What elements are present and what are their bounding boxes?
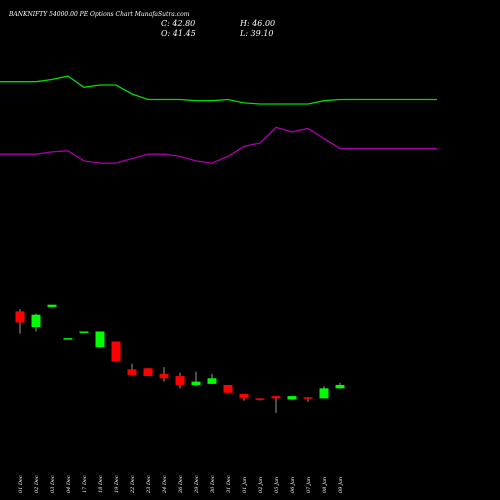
bearish-candle — [15, 311, 25, 323]
bearish-candle — [143, 368, 153, 377]
x-tick-label: 01 Jan — [242, 477, 248, 493]
bearish-candle — [127, 369, 137, 375]
bearish-candle — [303, 397, 313, 399]
x-tick-label: 29 Dec — [194, 475, 200, 494]
bullish-candle — [47, 304, 57, 307]
x-tick-label: 24 Dec — [162, 475, 168, 494]
bearish-candle — [255, 398, 265, 400]
x-tick-label: 05 Jan — [274, 477, 280, 493]
x-tick-label: 09 Jan — [338, 477, 344, 493]
bearish-candle — [271, 396, 281, 399]
bearish-candle — [239, 393, 249, 399]
x-tick-label: 01 Dec — [18, 475, 24, 493]
x-tick-label: 17 Dec — [82, 475, 88, 493]
x-tick-label: 06 Jan — [290, 477, 296, 493]
x-tick-label: 18 Dec — [98, 475, 104, 493]
bullish-candle — [63, 338, 73, 340]
x-tick-label: 22 Dec — [130, 475, 136, 494]
x-tick-label: 30 Dec — [210, 475, 216, 493]
x-tick-label: 02 Dec — [34, 475, 40, 493]
x-tick-label: 26 Dec — [178, 475, 184, 494]
bullish-candle — [191, 381, 201, 385]
bearish-candle — [159, 373, 169, 379]
green-average-line — [0, 75, 437, 105]
x-tick-label: 07 Jan — [306, 477, 312, 493]
x-tick-label: 19 Dec — [114, 475, 120, 493]
close-value: C: 42.80 — [161, 19, 196, 28]
low-value: L: 39.10 — [240, 29, 274, 38]
purple-average-line — [0, 126, 437, 164]
x-tick-label: 31 Dec — [226, 475, 232, 493]
bullish-candle — [31, 314, 41, 327]
bearish-candle — [175, 376, 185, 385]
bullish-candle — [79, 331, 89, 333]
x-tick-label: 03 Dec — [50, 475, 56, 493]
bullish-candle — [287, 396, 297, 400]
chart-title: BANKNIFTY 54000.00 PE Options Chart Muna… — [9, 11, 190, 18]
high-value: H: 46.00 — [240, 19, 276, 28]
bullish-candle — [319, 388, 329, 399]
bullish-candle — [95, 331, 105, 348]
x-tick-label: 04 Dec — [66, 475, 72, 493]
x-tick-label: 08 Jan — [322, 477, 328, 493]
x-tick-label: 23 Dec — [146, 475, 152, 494]
open-value: O: 41.45 — [161, 29, 196, 38]
bullish-candle — [207, 378, 217, 384]
bearish-candle — [223, 384, 233, 393]
x-tick-label: 02 Jan — [258, 477, 264, 493]
bearish-candle — [111, 341, 121, 362]
bullish-candle — [335, 384, 345, 389]
